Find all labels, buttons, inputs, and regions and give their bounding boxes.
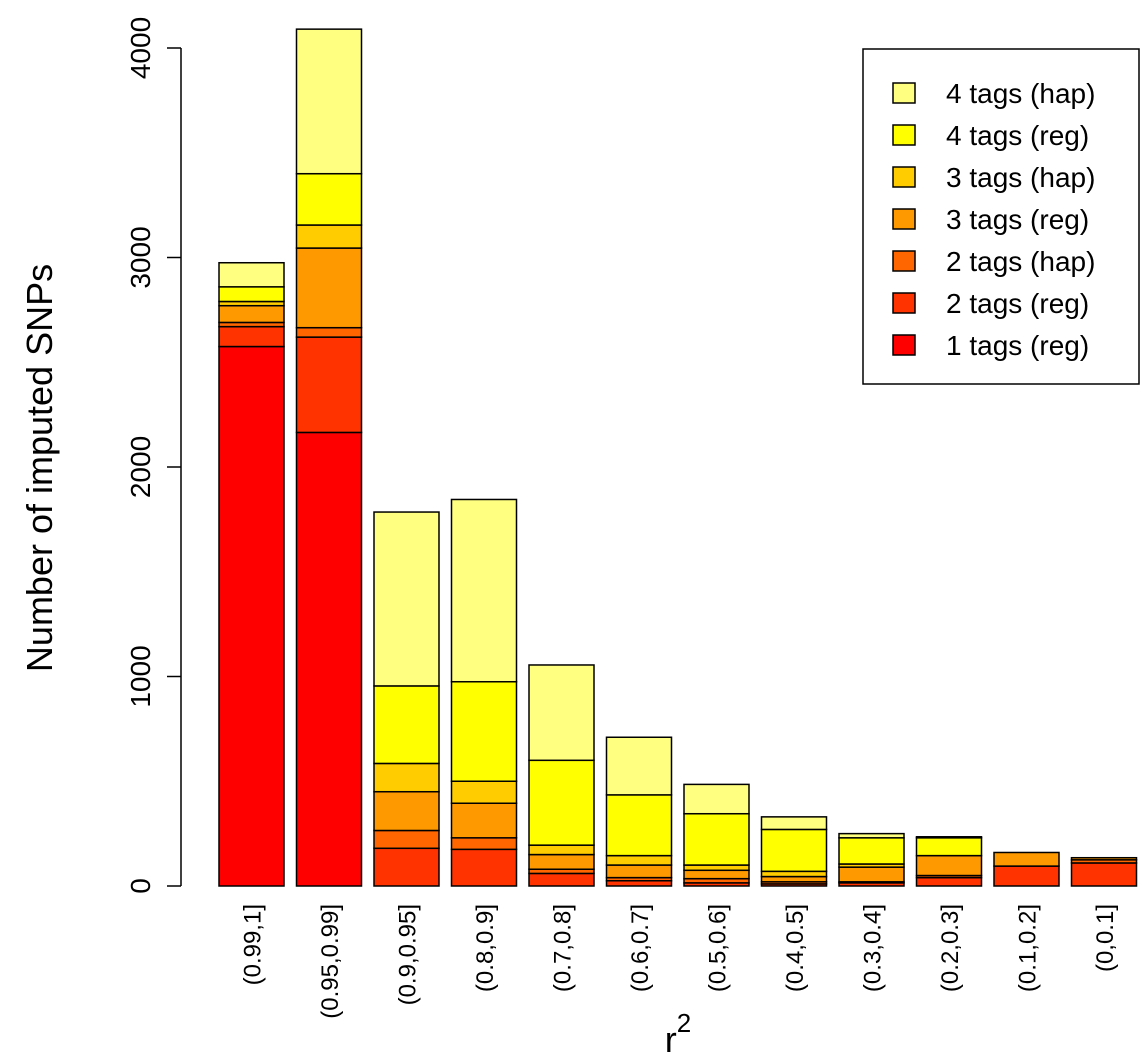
- bar-segment: [373, 511, 440, 687]
- bar-segment: [683, 783, 750, 815]
- bar-segment: [450, 498, 518, 683]
- bars: [218, 28, 1138, 887]
- x-tick-label: (0.7,0.8]: [550, 904, 577, 992]
- bar-segment: [295, 336, 363, 434]
- bar-segment: [683, 812, 750, 866]
- legend: 4 tags (hap) 4 tags (reg) 3 tags (hap) 3 ta…: [862, 48, 1140, 385]
- bar-segment: [450, 780, 518, 804]
- bar-segment: [605, 736, 673, 796]
- bar-segment: [528, 872, 595, 887]
- bar-segment: [683, 864, 750, 872]
- legend-label: 3 tags (hap): [946, 162, 1095, 193]
- bar-segment: [605, 864, 673, 879]
- bar-segment: [605, 794, 673, 857]
- bar-segment: [528, 844, 595, 856]
- bar-segment: [450, 848, 518, 887]
- bar-segment: [915, 837, 983, 857]
- bar-segment: [760, 828, 828, 873]
- legend-swatch: [892, 208, 916, 230]
- bar-segment: [373, 829, 440, 850]
- bar-segment: [915, 836, 983, 839]
- x-axis-label: r2: [665, 1008, 691, 1060]
- legend-label: 2 tags (hap): [946, 246, 1095, 277]
- x-tick-labels: (0.99,1] (0.95,0.99] (0.9,0.95] (0.8,0.9] (0…: [240, 904, 1120, 1019]
- y-tick-label: 0: [125, 878, 156, 894]
- bar-segment: [1070, 856, 1138, 861]
- x-tick-label: (0.5,0.6]: [705, 904, 732, 992]
- bar-segment: [373, 685, 440, 765]
- bar-segment: [993, 851, 1060, 867]
- bar-segment: [218, 286, 285, 303]
- legend-swatch: [892, 124, 916, 146]
- legend-label: 4 tags (hap): [946, 78, 1095, 109]
- legend-swatch: [892, 250, 916, 272]
- bar-segment: [218, 261, 285, 288]
- legend-swatch: [892, 334, 916, 356]
- bar-segment: [295, 224, 363, 249]
- x-tick-label: (0.8,0.9]: [472, 904, 499, 992]
- x-tick-label: (0.6,0.7]: [627, 904, 654, 992]
- legend-swatch: [892, 292, 916, 314]
- bar-segment: [760, 816, 828, 831]
- bar-segment: [528, 664, 595, 762]
- bar-segment: [760, 870, 828, 878]
- legend-label: 1 tags (reg): [946, 330, 1089, 361]
- y-tick-label: 4000: [125, 17, 156, 79]
- y-axis: 0 1000 2000 3000 4000: [125, 17, 182, 894]
- legend-swatch: [892, 82, 916, 104]
- x-tick-label: (0.3,0.4]: [860, 904, 887, 992]
- bar-segment: [915, 876, 983, 887]
- bar-segment: [295, 172, 363, 226]
- y-tick-label: 2000: [125, 436, 156, 498]
- bar-segment: [528, 759, 595, 846]
- y-tick-label: 3000: [125, 226, 156, 288]
- legend-label: 4 tags (reg): [946, 120, 1089, 151]
- bar-segment: [838, 832, 905, 839]
- x-tick-label: (0.2,0.3]: [937, 904, 964, 992]
- bar-segment: [295, 28, 363, 175]
- bar-segment: [295, 326, 363, 338]
- x-tick-label: (0.9,0.95]: [395, 904, 422, 1005]
- x-tick-label: (0.95,0.99]: [317, 904, 344, 1019]
- x-axis-label-base: r: [665, 1019, 677, 1060]
- x-tick-label: (0.1,0.2]: [1015, 904, 1042, 992]
- legend-label: 3 tags (reg): [946, 204, 1089, 235]
- bar-segment: [605, 880, 673, 887]
- bar-segment: [295, 247, 363, 329]
- bar-segment: [760, 875, 828, 883]
- bar-segment: [838, 866, 905, 883]
- bar-segment: [450, 680, 518, 782]
- bar-segment: [528, 853, 595, 870]
- bar-segment: [295, 431, 363, 887]
- bar-segment: [915, 854, 983, 877]
- y-axis-label: Number of imputed SNPs: [19, 264, 60, 672]
- bar-segment: [450, 837, 518, 851]
- bar-segment: [1070, 862, 1138, 887]
- x-axis-label-superscript: 2: [677, 1008, 691, 1038]
- bar-segment: [838, 837, 905, 865]
- bar-segment: [218, 345, 285, 887]
- bar-segment: [218, 325, 285, 348]
- x-tick-label: (0,0.1]: [1092, 904, 1119, 972]
- legend-swatch: [892, 166, 916, 188]
- bar-segment: [993, 865, 1060, 887]
- x-tick-label: (0.4,0.5]: [782, 904, 809, 992]
- legend-label: 2 tags (reg): [946, 288, 1089, 319]
- x-tick-label: (0.99,1]: [240, 904, 267, 985]
- bar-segment: [218, 304, 285, 324]
- bar-segment: [373, 790, 440, 832]
- y-tick-label: 1000: [125, 645, 156, 707]
- bar-segment: [373, 762, 440, 793]
- bar-segment: [373, 847, 440, 887]
- bar-segment: [605, 854, 673, 866]
- bar-segment: [683, 869, 750, 880]
- bar-segment: [450, 802, 518, 839]
